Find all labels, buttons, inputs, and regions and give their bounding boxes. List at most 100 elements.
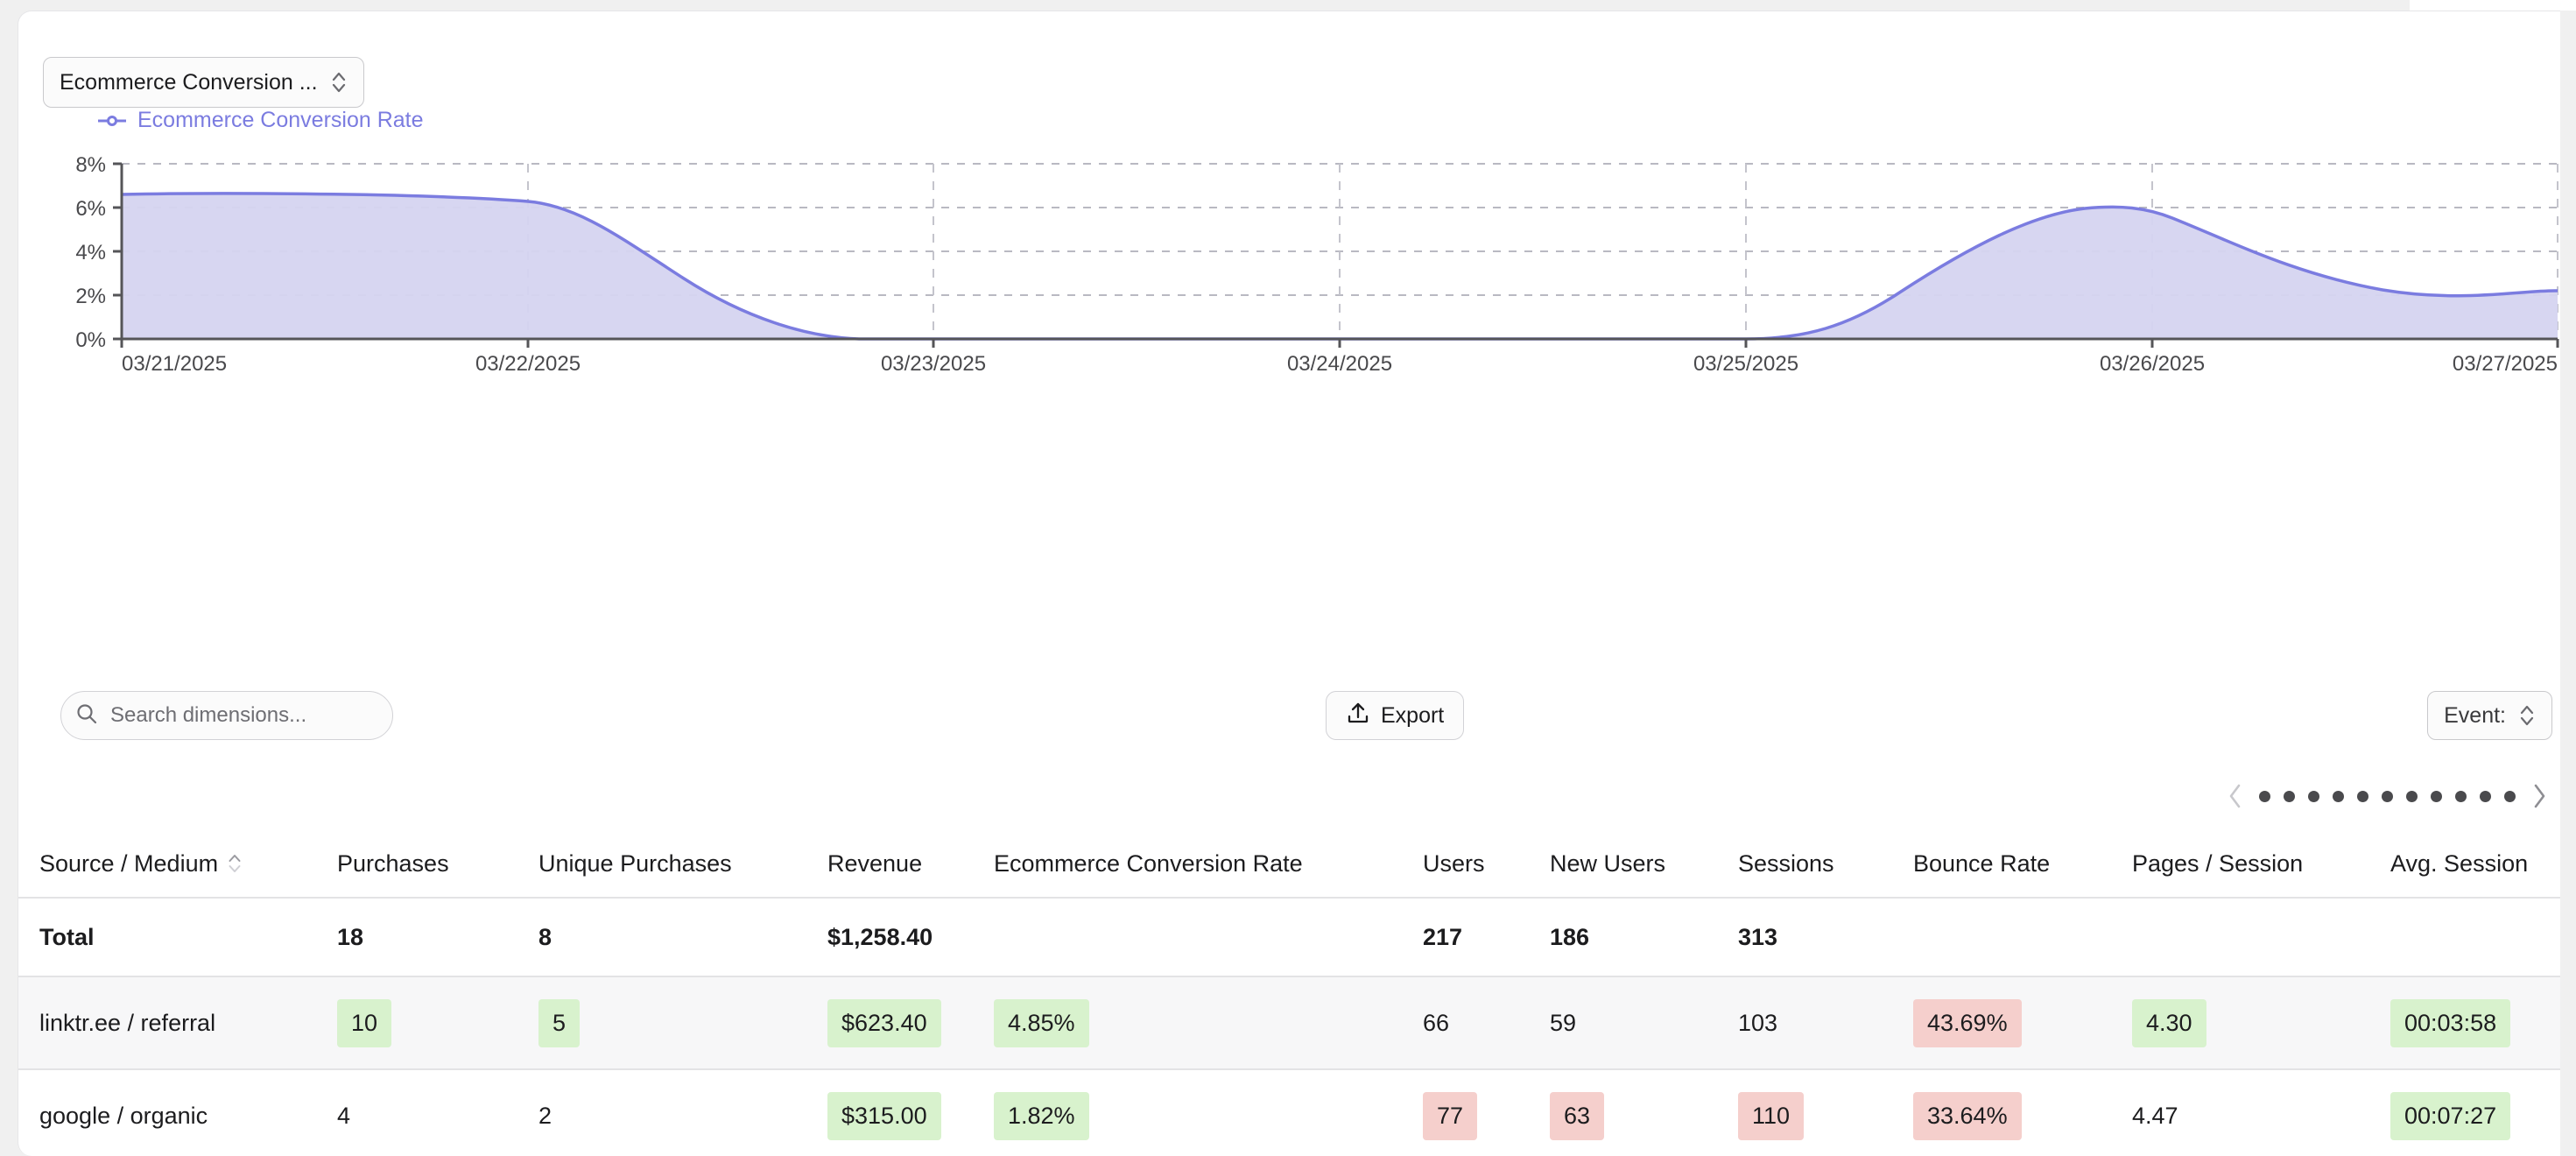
search-dimensions-box[interactable] xyxy=(60,691,393,740)
column-header-label: Unique Purchases xyxy=(538,849,732,877)
column-header-revenue[interactable]: Revenue xyxy=(806,830,973,897)
column-header-label: Ecommerce Conversion Rate xyxy=(994,849,1303,877)
pagination-dot[interactable] xyxy=(2480,790,2491,802)
pagination-dot[interactable] xyxy=(2406,790,2418,802)
chevron-updown-icon xyxy=(330,69,348,95)
cell-value: $315.00 xyxy=(827,1091,941,1140)
x-ticklabel: 03/26/2025 xyxy=(2100,352,2205,370)
cell-pages-per-session: 4.47 xyxy=(2111,1070,2369,1156)
cell-value: 77 xyxy=(1423,1091,1478,1140)
metric-select[interactable]: Ecommerce Conversion ... xyxy=(43,57,364,108)
chart-svg: 8% 6% 4% 2% 0% 03/21/2025 03/22/2025 03/… xyxy=(75,153,2559,370)
right-edge-strip xyxy=(2560,11,2576,1156)
pagination-dot[interactable] xyxy=(2431,790,2442,802)
chevron-updown-icon xyxy=(227,851,243,876)
column-header-sessions[interactable]: Sessions xyxy=(1717,830,1892,897)
cell-avg-session: 00:07:27 xyxy=(2369,1070,2575,1156)
pagination-dot[interactable] xyxy=(2308,790,2319,802)
cell-unique-purchases: 5 xyxy=(517,977,806,1068)
cell-users: 66 xyxy=(1402,977,1529,1068)
column-header-label: Pages / Session xyxy=(2132,849,2304,877)
column-header-source-medium[interactable]: Source / Medium xyxy=(18,830,316,897)
table-header-separator xyxy=(18,897,2575,899)
cell-new-users: 63 xyxy=(1529,1070,1717,1156)
column-header-users[interactable]: Users xyxy=(1402,830,1529,897)
cell-sessions: 313 xyxy=(1717,899,1892,976)
pagination-dot[interactable] xyxy=(2259,790,2270,802)
table-row[interactable]: linktr.ee / referral 10 5 $623.40 4.85% … xyxy=(18,977,2575,1068)
pagination-dot[interactable] xyxy=(2455,790,2467,802)
cell-value: 00:03:58 xyxy=(2390,998,2511,1047)
column-header-label: Sessions xyxy=(1738,849,1834,877)
cell-value: 33.64% xyxy=(1913,1091,2022,1140)
cell-value: linktr.ee / referral xyxy=(39,1009,216,1036)
export-button[interactable]: Export xyxy=(1326,691,1465,740)
cell-value: 217 xyxy=(1423,923,1463,950)
table-header-row: Source / Medium Purchases Unique P xyxy=(18,830,2575,897)
cell-avg-session xyxy=(2369,899,2575,976)
column-header-ecommerce-conversion-rate[interactable]: Ecommerce Conversion Rate xyxy=(973,830,1402,897)
pagination-dot[interactable] xyxy=(2357,790,2368,802)
cell-purchases: 10 xyxy=(316,977,517,1068)
dimensions-table: Source / Medium Purchases Unique P xyxy=(18,830,2575,1156)
cell-value: 43.69% xyxy=(1913,998,2022,1047)
cell-value: $1,258.40 xyxy=(827,923,933,950)
cell-revenue: $623.40 xyxy=(806,977,973,1068)
cell-value: 313 xyxy=(1738,923,1778,950)
pagination-dot[interactable] xyxy=(2382,790,2393,802)
table-row[interactable]: google / organic 4 2 $315.00 1.82% 77 63… xyxy=(18,1070,2575,1156)
event-select[interactable]: Event: xyxy=(2427,691,2552,740)
column-header-label: Purchases xyxy=(337,849,449,877)
cell-purchases: 18 xyxy=(316,899,517,976)
metric-select-label: Ecommerce Conversion ... xyxy=(60,69,318,95)
cell-value: 2 xyxy=(538,1102,553,1129)
chart-y-ticklabels: 8% 6% 4% 2% 0% xyxy=(75,153,106,352)
cell-sessions: 110 xyxy=(1717,1070,1892,1156)
cell-value: 1.82% xyxy=(994,1091,1089,1140)
cell-avg-session: 00:03:58 xyxy=(2369,977,2575,1068)
cell-unique-purchases: 8 xyxy=(517,899,806,976)
cell-value: 4.47 xyxy=(2132,1102,2178,1129)
x-ticklabel: 03/27/2025 xyxy=(2453,352,2558,370)
chart-area-fill xyxy=(122,193,2558,339)
chevron-left-icon[interactable] xyxy=(2226,782,2245,810)
cell-conversion-rate: 1.82% xyxy=(973,1070,1402,1156)
chart-x-ticklabels: 03/21/2025 03/22/2025 03/23/2025 03/24/2… xyxy=(122,352,2558,370)
report-card: Ecommerce Conversion ... Ecommerce Conve… xyxy=(18,11,2576,1156)
column-header-avg-session[interactable]: Avg. Session xyxy=(2369,830,2575,897)
pagination-dot[interactable] xyxy=(2504,790,2516,802)
cell-value: Total xyxy=(39,923,95,950)
cell-value: 59 xyxy=(1550,1009,1577,1036)
y-ticklabel: 8% xyxy=(75,153,106,177)
chevron-right-icon[interactable] xyxy=(2530,782,2549,810)
column-header-pages-per-session[interactable]: Pages / Session xyxy=(2111,830,2369,897)
y-ticklabel: 4% xyxy=(75,241,106,264)
chart-legend-item[interactable]: Ecommerce Conversion Rate xyxy=(97,108,424,133)
cell-value: 00:07:27 xyxy=(2390,1091,2511,1140)
pagination-dot[interactable] xyxy=(2284,790,2295,802)
cell-value: 110 xyxy=(1738,1091,1805,1140)
cell-new-users: 186 xyxy=(1529,899,1717,976)
search-input[interactable] xyxy=(110,703,364,728)
column-header-new-users[interactable]: New Users xyxy=(1529,830,1717,897)
cell-revenue: $1,258.40 xyxy=(806,899,973,976)
cell-value xyxy=(2369,899,2575,976)
search-icon xyxy=(75,702,98,730)
column-header-purchases[interactable]: Purchases xyxy=(316,830,517,897)
cell-value: 18 xyxy=(337,923,364,950)
pagination-dot[interactable] xyxy=(2333,790,2344,802)
legend-marker-icon xyxy=(97,114,127,128)
y-ticklabel: 0% xyxy=(75,328,106,352)
cell-value: $623.40 xyxy=(827,998,941,1047)
y-ticklabel: 6% xyxy=(75,197,106,221)
chart-x-ticks xyxy=(120,339,2559,348)
cell-new-users: 59 xyxy=(1529,977,1717,1068)
column-header-label: Source / Medium xyxy=(39,849,219,877)
cell-conversion-rate xyxy=(973,899,1402,976)
column-header-label: Revenue xyxy=(827,849,923,877)
cell-source-medium: Total xyxy=(18,899,316,976)
x-ticklabel: 03/24/2025 xyxy=(1287,352,1392,370)
column-header-bounce-rate[interactable]: Bounce Rate xyxy=(1892,830,2111,897)
x-ticklabel: 03/21/2025 xyxy=(122,352,227,370)
column-header-unique-purchases[interactable]: Unique Purchases xyxy=(517,830,806,897)
